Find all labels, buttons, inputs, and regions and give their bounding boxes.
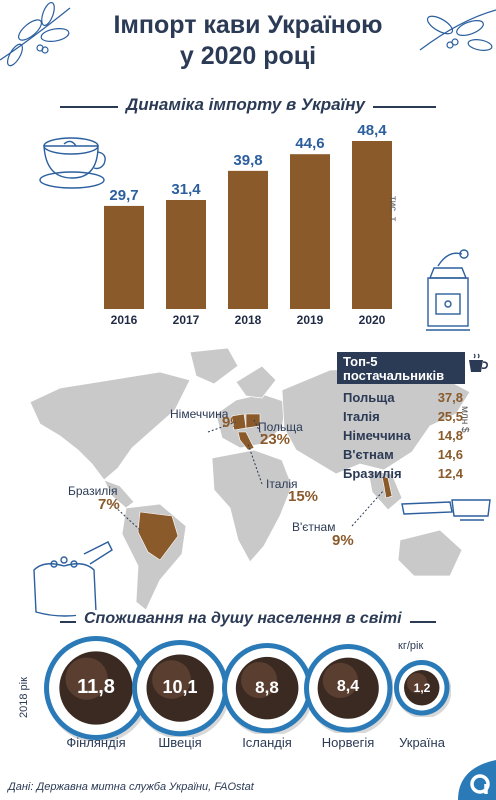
import-bar bbox=[290, 154, 330, 309]
table-row: Італія 25,5 bbox=[337, 407, 485, 426]
table-row: Німеччина 14,8 bbox=[337, 426, 485, 445]
title-line-1: Імпорт кави Україною bbox=[113, 11, 383, 39]
top5-country: В'єтнам bbox=[343, 447, 394, 462]
table-row: Бразилія 12,4 bbox=[337, 464, 485, 483]
map-label-italy: Італія bbox=[266, 477, 298, 491]
consumption-year-label: 2018 рік bbox=[18, 677, 30, 718]
coffee-cup-illustration-icon bbox=[39, 137, 106, 189]
top5-country: Італія bbox=[343, 409, 380, 424]
map-pct-vietnam: 9% bbox=[332, 532, 354, 549]
import-bar-value-label: 31,4 bbox=[171, 181, 201, 198]
import-bar bbox=[352, 141, 392, 309]
top5-value: 25,5 bbox=[437, 409, 463, 424]
map-pct-brazil: 7% bbox=[98, 496, 120, 513]
top5-unit-label: млн $ bbox=[459, 406, 470, 433]
consumption-value-label: 10,1 bbox=[162, 677, 198, 698]
coffee-cup-marker: 1,2 bbox=[393, 659, 452, 719]
top5-suppliers-table: Топ-5 постачальників Польща 37,8 Італія … bbox=[337, 352, 485, 483]
map-label-poland: Польща bbox=[258, 420, 303, 434]
portafilter-illustration-icon bbox=[401, 499, 491, 521]
import-bar bbox=[104, 205, 144, 309]
map-vietnam bbox=[381, 475, 393, 499]
import-bar bbox=[166, 200, 206, 309]
map-pct-italy: 15% bbox=[288, 488, 319, 505]
import-section-title: Динаміка імпорту в Україну bbox=[118, 95, 373, 115]
import-bar-value-label: 48,4 bbox=[357, 122, 387, 139]
import-bar bbox=[228, 170, 268, 309]
table-row: Польща 37,8 bbox=[337, 388, 485, 407]
import-bar-chart: 29,7 2016 31,4 2017 39,8 2018 44,6 2019 48,4 2020 bbox=[90, 115, 410, 335]
map-label-brazil: Бразилія bbox=[68, 484, 118, 498]
country-label: Швеція bbox=[158, 735, 202, 750]
consumption-value-label: 8,8 bbox=[255, 677, 279, 697]
top5-value: 12,4 bbox=[437, 466, 463, 481]
consumption-value-label: 8,4 bbox=[336, 678, 360, 696]
map-north-america bbox=[29, 371, 191, 481]
import-bar-value-label: 29,7 bbox=[109, 187, 138, 204]
top5-country: Бразилія bbox=[343, 466, 402, 481]
top5-value: 14,8 bbox=[437, 428, 463, 443]
map-central-america bbox=[103, 479, 135, 509]
import-year-tick-label: 2019 bbox=[297, 313, 324, 327]
map-brazil bbox=[137, 511, 179, 561]
import-bar-value-label: 44,6 bbox=[295, 135, 324, 152]
map-italy bbox=[237, 431, 255, 451]
top5-country: Німеччина bbox=[343, 428, 411, 443]
title-line-2: у 2020 році bbox=[179, 42, 317, 70]
consumption-unit-label: кг/рік bbox=[398, 640, 424, 652]
country-label: Україна bbox=[399, 735, 445, 750]
import-bar-value-label: 39,8 bbox=[233, 152, 262, 169]
consumption-value-label: 1,2 bbox=[413, 680, 431, 695]
coffee-grinder-illustration-icon bbox=[426, 249, 470, 331]
map-greenland bbox=[189, 347, 239, 385]
import-unit-label: тис. т bbox=[387, 196, 398, 222]
coffee-cup-marker: 8,4 bbox=[303, 643, 395, 736]
footer-source: Дані: Державна митна служба України, FAO… bbox=[8, 781, 254, 793]
top5-title: Топ-5 постачальників bbox=[337, 352, 465, 384]
import-year-tick-label: 2018 bbox=[235, 313, 262, 327]
map-label-germany: Німеччина bbox=[170, 407, 229, 421]
brand-logo-icon bbox=[458, 760, 496, 800]
coffee-bag-illustration-icon bbox=[33, 541, 113, 617]
map-australia bbox=[397, 529, 463, 577]
table-row: В'єтнам 14,6 bbox=[337, 445, 485, 464]
import-year-tick-label: 2016 bbox=[111, 313, 138, 327]
coffee-branch-left-icon bbox=[0, 1, 71, 67]
country-label: Фінляндія bbox=[66, 735, 126, 750]
map-pct-germany: 9% bbox=[222, 414, 244, 431]
world-map bbox=[0, 340, 496, 620]
consumption-section-title: Споживання на душу населення в світі bbox=[76, 610, 410, 628]
coffee-cup-icon bbox=[469, 353, 488, 372]
top5-value: 14,6 bbox=[437, 447, 463, 462]
coffee-cup-marker: 10,1 bbox=[131, 639, 231, 740]
country-label: Ісландія bbox=[242, 735, 292, 750]
map-pct-poland: 23% bbox=[260, 431, 291, 448]
coffee-cup-marker: 11,8 bbox=[43, 635, 150, 743]
page-title: Імпорт кави Україною у 2020 році bbox=[60, 10, 436, 72]
coffee-cup-marker: 8,8 bbox=[221, 642, 315, 737]
map-africa bbox=[211, 449, 293, 563]
map-label-vietnam: В'єтнам bbox=[292, 520, 336, 534]
top5-country: Польща bbox=[343, 390, 395, 405]
consumption-value-label: 11,8 bbox=[77, 676, 115, 698]
import-year-tick-label: 2017 bbox=[173, 313, 200, 327]
map-scandinavia bbox=[235, 365, 277, 399]
import-year-tick-label: 2020 bbox=[359, 313, 386, 327]
coffee-branch-right-icon bbox=[419, 9, 496, 51]
country-label: Норвегія bbox=[321, 735, 375, 750]
top5-value: 37,8 bbox=[437, 390, 463, 405]
